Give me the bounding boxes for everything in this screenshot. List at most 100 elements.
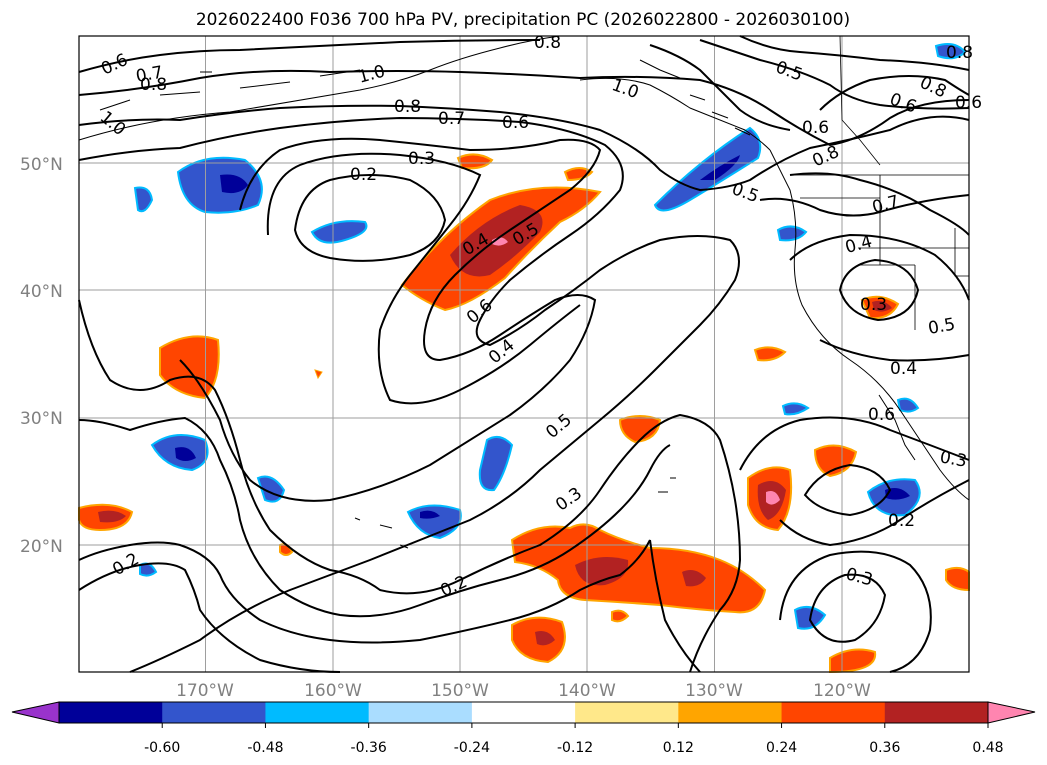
colorbar-cell — [162, 702, 266, 723]
precip-blob-pos-strong — [575, 556, 629, 586]
contour-line — [739, 416, 970, 471]
precip-blob-pos-strong — [98, 510, 126, 523]
contour-line — [78, 416, 671, 618]
map-background — [79, 36, 969, 672]
precip-blob-pos — [618, 415, 662, 444]
contour-label: 0.3 — [860, 295, 887, 315]
contour-label: 0.8 — [946, 43, 973, 63]
contour-line — [266, 152, 581, 405]
contour-label: 0.3 — [408, 149, 435, 169]
contour-label: 0.4 — [890, 359, 917, 379]
precip-blob-pos-strong — [535, 631, 555, 646]
contour-line — [779, 479, 970, 547]
contour-line — [78, 39, 541, 73]
contour-line — [789, 233, 970, 301]
contour-line — [779, 550, 932, 673]
contour-label: 0.8 — [394, 97, 421, 117]
coastlines — [78, 35, 970, 549]
precip-blob-pos — [314, 369, 323, 380]
precip-blob-pos — [813, 444, 858, 478]
colorbar-tick-label: -0.60 — [144, 740, 180, 756]
contour-line — [803, 463, 892, 517]
lon-label: 140°W — [558, 681, 616, 701]
colorbar-cell — [59, 702, 163, 723]
contour-line — [759, 194, 970, 217]
contour-label: 0.6 — [802, 118, 829, 138]
map-panel: 0.6 0.7 0.8 1.0 0.8 0.7 0.6 0.3 0.2 0.4 … — [78, 33, 982, 674]
colorbar-tick-label: 0.24 — [766, 740, 797, 756]
contour-label: 0.5 — [927, 315, 957, 339]
precip-blob-neg — [310, 220, 368, 244]
precip-blob-pos-strong — [682, 570, 706, 587]
contour-label: 0.8 — [534, 33, 561, 53]
precip-blob-pos — [829, 648, 877, 674]
precip-blob-neg — [896, 397, 920, 413]
contour-line — [819, 75, 970, 111]
contour-label: 0.3 — [938, 447, 968, 471]
precip-blob-pos-peak — [766, 491, 780, 505]
colorbar-extend-left — [11, 701, 60, 724]
precip-blob-neg-core — [220, 174, 248, 194]
precip-blob-pos — [753, 346, 787, 362]
precip-blob-pos — [563, 167, 594, 182]
colorbar-tick-label: 0.12 — [663, 740, 694, 756]
colorbar-tick-label: -0.36 — [351, 740, 387, 756]
contour-label: 0.2 — [350, 165, 377, 185]
precip-blob-neg — [776, 225, 808, 242]
colorbar-extend-right — [987, 701, 1036, 724]
colorbar-cell — [471, 702, 576, 723]
lon-label: 120°W — [813, 681, 871, 701]
contour-line — [819, 339, 970, 362]
colorbar-tick-label: 0.36 — [869, 740, 900, 756]
lat-axis: 50°N 40°N 30°N 20°N — [20, 155, 63, 557]
pv-contours — [78, 35, 970, 673]
colorbar: -0.60 -0.48 -0.36 -0.24 -0.12 0.12 0.24 0.36 0.4… — [11, 701, 1036, 756]
colorbar-tick-label: -0.12 — [557, 740, 593, 756]
contour-label: 0.8 — [140, 75, 167, 95]
contour-line — [78, 562, 341, 673]
contour-line — [78, 539, 651, 644]
colorbar-cell — [884, 702, 989, 723]
lon-label: 160°W — [304, 681, 362, 701]
precip-blob-neg — [176, 156, 263, 214]
precip-blob-neg-core — [885, 488, 910, 500]
precip-blob-pos — [456, 153, 494, 170]
precip-blob-pos-strong — [872, 300, 892, 312]
contour-label: 0.7 — [438, 109, 465, 129]
colorbar-tick-label: -0.48 — [247, 740, 283, 756]
precip-blob-pos — [611, 609, 630, 623]
lon-label: 130°W — [685, 681, 743, 701]
precip-blob-neg-core — [175, 447, 196, 461]
contour-line — [78, 116, 740, 673]
colorbar-tick-label: -0.24 — [454, 740, 490, 756]
contour-line — [808, 573, 887, 643]
contour-line — [78, 299, 742, 673]
lon-label: 150°W — [431, 681, 489, 701]
lon-axis: 170°W 160°W 150°W 140°W 130°W 120°W — [176, 681, 871, 701]
contour-line — [699, 39, 970, 110]
map-frame — [78, 35, 970, 673]
contour-label: 0.7 — [134, 63, 164, 87]
precip-blob-neg — [781, 402, 810, 416]
precip-blob-neg-core — [420, 510, 440, 519]
colorbar-cell — [368, 702, 473, 723]
colorbar-cell — [781, 702, 886, 723]
lat-label: 20°N — [20, 537, 63, 557]
contour-label: 0.2 — [888, 511, 915, 531]
precip-blob-neg — [133, 186, 154, 213]
lon-label: 170°W — [176, 681, 234, 701]
colorbar-cell — [575, 702, 679, 723]
contour-line — [293, 174, 447, 262]
lat-label: 40°N — [20, 282, 63, 302]
precip-blob-neg-core — [700, 155, 740, 180]
contour-line — [649, 539, 701, 673]
colorbar-cell — [678, 702, 783, 723]
contour-label: 0.6 — [502, 113, 529, 133]
contour-line — [649, 44, 791, 131]
lat-label: 50°N — [20, 155, 63, 175]
lat-label: 30°N — [20, 409, 63, 429]
contour-line — [789, 172, 970, 236]
precip-blob-neg — [653, 126, 762, 212]
contour-line — [739, 35, 970, 71]
